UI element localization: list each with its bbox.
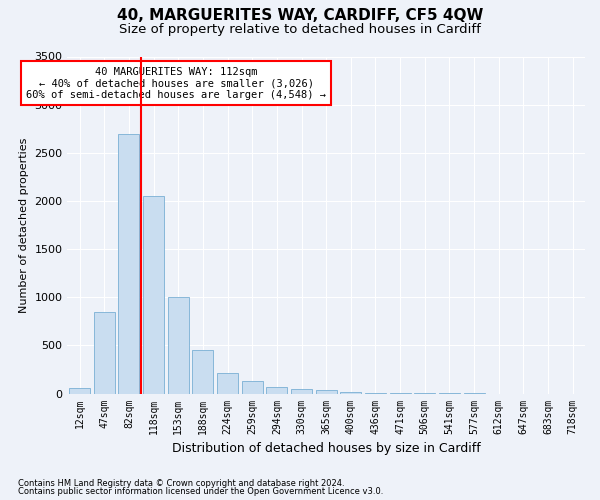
Text: Contains HM Land Registry data © Crown copyright and database right 2024.: Contains HM Land Registry data © Crown c… bbox=[18, 478, 344, 488]
Bar bbox=[69, 388, 90, 394]
Bar bbox=[94, 312, 115, 394]
Bar bbox=[365, 392, 386, 394]
Bar bbox=[143, 196, 164, 394]
Text: Size of property relative to detached houses in Cardiff: Size of property relative to detached ho… bbox=[119, 22, 481, 36]
Bar bbox=[291, 388, 312, 394]
Bar bbox=[340, 392, 361, 394]
Bar bbox=[242, 381, 263, 394]
X-axis label: Distribution of detached houses by size in Cardiff: Distribution of detached houses by size … bbox=[172, 442, 481, 455]
Y-axis label: Number of detached properties: Number of detached properties bbox=[19, 138, 29, 312]
Bar bbox=[316, 390, 337, 394]
Bar bbox=[118, 134, 139, 394]
Bar bbox=[266, 387, 287, 394]
Bar bbox=[217, 374, 238, 394]
Text: 40, MARGUERITES WAY, CARDIFF, CF5 4QW: 40, MARGUERITES WAY, CARDIFF, CF5 4QW bbox=[117, 8, 483, 22]
Bar bbox=[193, 350, 214, 394]
Text: 40 MARGUERITES WAY: 112sqm
← 40% of detached houses are smaller (3,026)
60% of s: 40 MARGUERITES WAY: 112sqm ← 40% of deta… bbox=[26, 66, 326, 100]
Text: Contains public sector information licensed under the Open Government Licence v3: Contains public sector information licen… bbox=[18, 487, 383, 496]
Bar bbox=[168, 298, 189, 394]
